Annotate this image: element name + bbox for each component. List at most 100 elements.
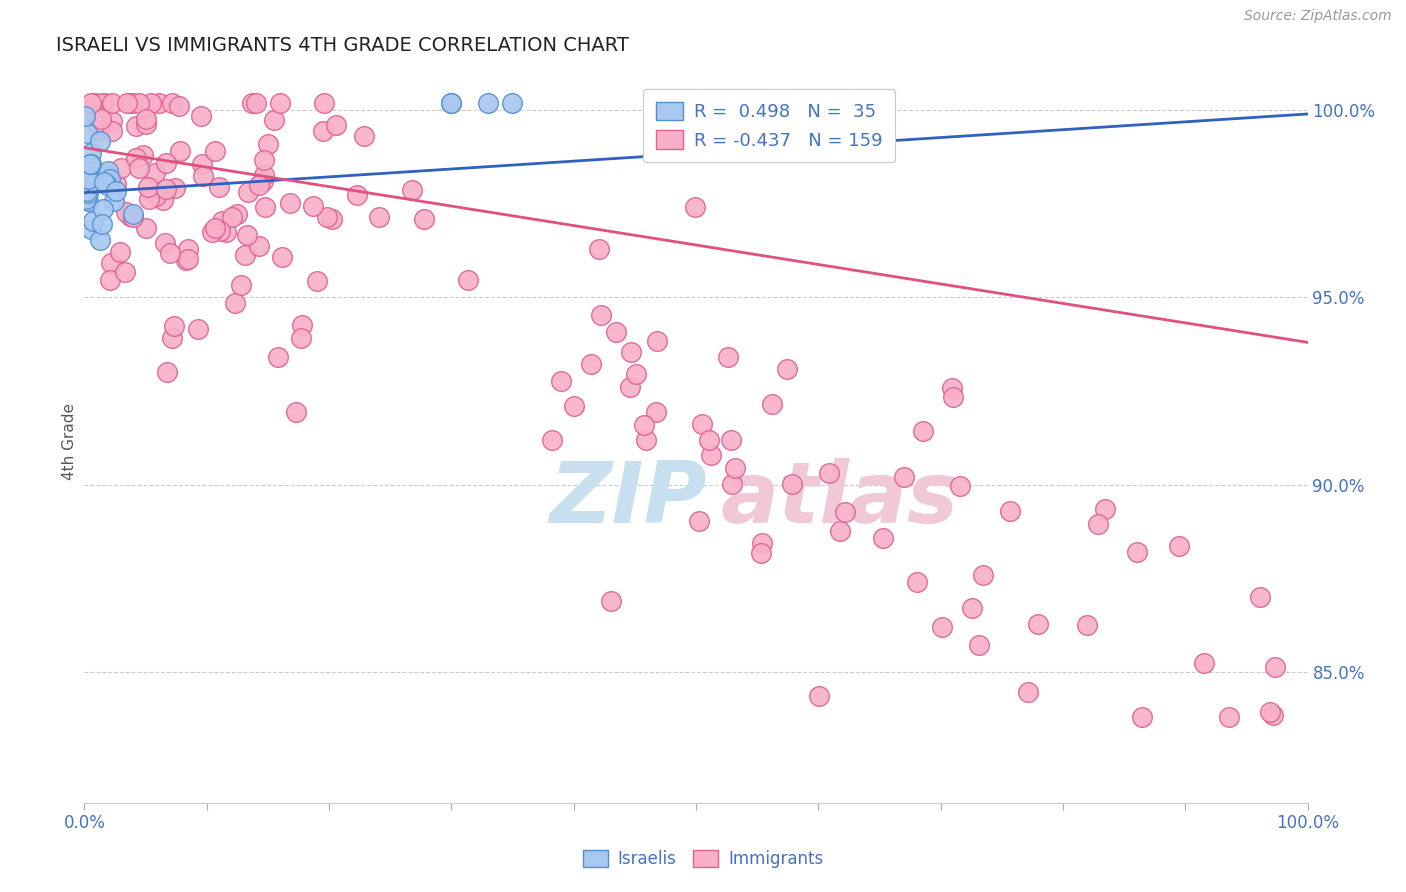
Point xyxy=(633,418,655,433)
Point xyxy=(253,153,276,168)
Point xyxy=(163,181,186,195)
Point xyxy=(90,112,112,126)
Point xyxy=(76,184,98,198)
Point xyxy=(502,95,524,110)
Point xyxy=(834,505,856,519)
Point xyxy=(108,245,131,260)
Point xyxy=(103,194,125,208)
Point xyxy=(440,95,463,110)
Point xyxy=(267,351,290,365)
Point xyxy=(156,365,179,379)
Point xyxy=(1218,709,1240,723)
Point xyxy=(153,235,176,250)
Point xyxy=(931,620,953,634)
Point xyxy=(817,467,839,481)
Point xyxy=(105,178,128,192)
Point xyxy=(238,185,260,199)
Point xyxy=(97,164,120,178)
Point xyxy=(1192,656,1215,670)
Point xyxy=(82,214,104,228)
Point xyxy=(115,95,138,110)
Point xyxy=(177,242,200,256)
Point xyxy=(1258,705,1281,719)
Point xyxy=(135,112,157,127)
Point xyxy=(236,228,259,243)
Point xyxy=(240,95,263,110)
Point xyxy=(688,514,710,528)
Point xyxy=(830,524,852,538)
Point xyxy=(700,448,723,462)
Point xyxy=(550,374,572,388)
Point xyxy=(1026,617,1049,632)
Point xyxy=(808,689,831,703)
Point xyxy=(221,210,243,224)
Point xyxy=(86,108,108,122)
Point xyxy=(969,638,991,652)
Point xyxy=(191,157,214,171)
Point xyxy=(252,174,274,188)
Point xyxy=(169,145,191,159)
Point xyxy=(720,434,742,448)
Point xyxy=(269,95,291,110)
Point xyxy=(101,95,124,110)
Point xyxy=(208,224,231,238)
Point xyxy=(477,95,499,110)
Point xyxy=(155,156,177,170)
Point xyxy=(263,113,285,128)
Point xyxy=(321,211,343,226)
Point xyxy=(1130,709,1153,723)
Point xyxy=(249,178,271,192)
Point xyxy=(163,318,186,333)
Point xyxy=(159,245,181,260)
Point xyxy=(1094,501,1116,516)
Point xyxy=(132,148,155,162)
Point xyxy=(91,95,114,110)
Point xyxy=(285,404,308,418)
Point xyxy=(1076,617,1098,632)
Point xyxy=(599,594,621,608)
Point xyxy=(1168,539,1191,553)
Point xyxy=(76,177,98,191)
Point xyxy=(589,308,612,322)
Point xyxy=(75,193,97,207)
Point xyxy=(75,189,97,203)
Point xyxy=(138,192,160,206)
Point xyxy=(291,318,314,332)
Point xyxy=(128,95,150,110)
Text: ISRAELI VS IMMIGRANTS 4TH GRADE CORRELATION CHART: ISRAELI VS IMMIGRANTS 4TH GRADE CORRELAT… xyxy=(56,36,628,54)
Point xyxy=(226,207,249,221)
Point xyxy=(87,169,110,183)
Point xyxy=(167,99,190,113)
Point xyxy=(941,381,963,395)
Point xyxy=(148,95,170,110)
Point xyxy=(204,220,226,235)
Point xyxy=(128,161,150,175)
Point xyxy=(145,189,167,203)
Point xyxy=(749,546,772,560)
Point xyxy=(98,273,121,287)
Point xyxy=(160,95,183,110)
Point xyxy=(93,175,115,189)
Point xyxy=(312,123,335,137)
Point xyxy=(101,124,124,138)
Point xyxy=(79,157,101,171)
Point xyxy=(193,169,215,184)
Point xyxy=(620,344,643,359)
Point xyxy=(1264,660,1286,674)
Point xyxy=(89,233,111,247)
Point xyxy=(135,117,157,131)
Point xyxy=(562,399,585,413)
Point xyxy=(247,239,270,253)
Point xyxy=(76,194,98,208)
Point xyxy=(110,161,132,176)
Point xyxy=(101,114,124,128)
Point xyxy=(690,417,713,431)
Point xyxy=(257,137,280,152)
Point xyxy=(290,331,312,345)
Point xyxy=(1261,707,1284,722)
Point xyxy=(413,211,436,226)
Point xyxy=(807,95,830,110)
Point xyxy=(588,242,610,256)
Point xyxy=(114,205,136,219)
Point xyxy=(73,183,96,197)
